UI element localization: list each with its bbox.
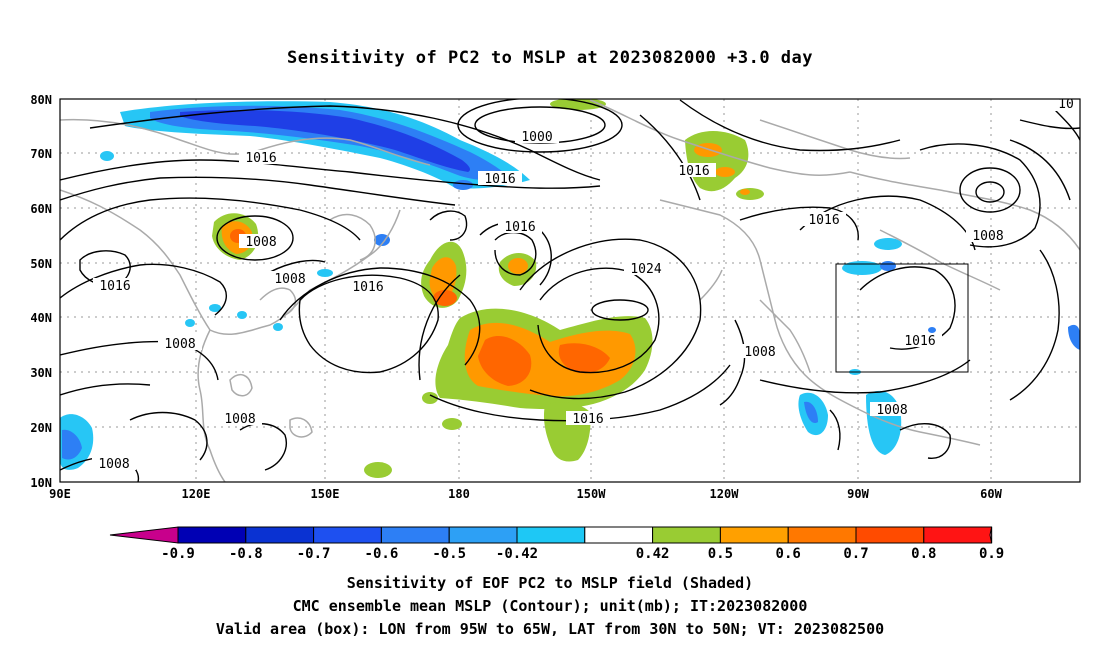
longitude-labels: 90E 120E 150E 180 150W 120W 90W 60W bbox=[49, 487, 1002, 501]
contour-label: 1024 bbox=[630, 262, 661, 277]
colorbar-segment bbox=[584, 526, 654, 544]
contour-label: 1008 bbox=[876, 403, 907, 418]
lon-label: 180 bbox=[448, 487, 470, 501]
contour-label: 1016 bbox=[484, 172, 515, 187]
colorbar-segment bbox=[177, 526, 247, 544]
lon-label: 90W bbox=[847, 487, 869, 501]
colorbar-label: -0.8 bbox=[229, 546, 263, 562]
colorbar-label: 0.5 bbox=[708, 546, 733, 562]
lat-label: 60N bbox=[30, 202, 52, 216]
colorbar-left-triangle bbox=[109, 526, 179, 544]
footer-line-2: CMC ensemble mean MSLP (Contour); unit(m… bbox=[292, 597, 808, 615]
contour-label: 1008 bbox=[224, 412, 255, 427]
colorbar-label: 0.8 bbox=[911, 546, 936, 562]
footer-line-3: Valid area (box): LON from 95W to 65W, L… bbox=[215, 620, 885, 638]
contour-label: 1008 bbox=[98, 457, 129, 472]
colorbar-segment bbox=[652, 526, 721, 544]
contour-label: 1000 bbox=[521, 130, 552, 145]
lat-label: 80N bbox=[30, 93, 52, 107]
colorbar-label: 0.7 bbox=[843, 546, 868, 562]
map-frame bbox=[59, 98, 1081, 483]
contour-label: 1016 bbox=[678, 164, 709, 179]
lon-label: 120E bbox=[182, 487, 211, 501]
gridlines bbox=[60, 99, 1080, 482]
chart-title: Sensitivity of PC2 to MSLP at 2023082000… bbox=[286, 48, 813, 68]
contour-label: 1008 bbox=[164, 337, 195, 352]
contour-label: 1016 bbox=[99, 279, 130, 294]
colorbar-segment bbox=[787, 526, 857, 544]
colorbar-label: -0.5 bbox=[432, 546, 466, 562]
contour-label: 1008 bbox=[274, 272, 305, 287]
valid-area-box bbox=[835, 263, 969, 373]
colorbar-label: -0.7 bbox=[297, 546, 331, 562]
colorbar-label: 0.42 bbox=[636, 546, 670, 562]
lat-label: 30N bbox=[30, 366, 52, 380]
colorbar-segment bbox=[448, 526, 518, 544]
lon-label: 150W bbox=[577, 487, 607, 501]
colorbar-label: -0.9 bbox=[161, 546, 195, 562]
colorbar-segment bbox=[380, 526, 450, 544]
colorbar-segment bbox=[245, 526, 315, 544]
lat-label: 50N bbox=[30, 257, 52, 271]
lat-label: 10N bbox=[30, 476, 52, 490]
contour-label: 1008 bbox=[245, 235, 276, 250]
colorbar-segment bbox=[719, 526, 789, 544]
footer-line-1: Sensitivity of EOF PC2 to MSLP field (Sh… bbox=[346, 574, 754, 592]
lon-label: 150E bbox=[311, 487, 340, 501]
colorbar-label: -0.6 bbox=[365, 546, 399, 562]
lon-label: 120W bbox=[710, 487, 740, 501]
colorbar-label: 0.6 bbox=[776, 546, 801, 562]
coastlines bbox=[60, 99, 1080, 482]
contour-label: 1008 bbox=[744, 345, 775, 360]
contour-label: 1016 bbox=[572, 412, 603, 427]
contour-label: 1016 bbox=[245, 151, 276, 166]
contour-label: 1016 bbox=[352, 280, 383, 295]
colorbar-label: 0.9 bbox=[979, 546, 1004, 562]
contour-label: 1016 bbox=[904, 334, 935, 349]
contour-label: 1016 bbox=[808, 213, 839, 228]
lat-label: 20N bbox=[30, 421, 52, 435]
colorbar: -0.9 -0.8 -0.7 -0.6 -0.5 -0.42 0.42 0.5 0.6 0.7 0.… bbox=[109, 526, 1004, 562]
lat-label: 40N bbox=[30, 311, 52, 325]
colorbar-segment bbox=[855, 526, 925, 544]
lon-label: 90E bbox=[49, 487, 71, 501]
contour-labels: 1000 1016 1016 1016 1016 1016 1016 1016 … bbox=[92, 97, 1080, 472]
colorbar-right-triangle bbox=[989, 526, 993, 544]
contour-label: 1008 bbox=[972, 229, 1003, 244]
lat-label: 70N bbox=[30, 147, 52, 161]
colorbar-label: -0.42 bbox=[496, 546, 538, 562]
colorbar-segment bbox=[516, 526, 586, 544]
colorbar-segment bbox=[923, 526, 993, 544]
contour-label: 10 bbox=[1058, 97, 1074, 112]
contour-label: 1016 bbox=[504, 220, 535, 235]
mslp-contours bbox=[60, 99, 1080, 482]
colorbar-segment bbox=[313, 526, 382, 544]
latitude-labels: 80N 70N 60N 50N 40N 30N 20N 10N bbox=[30, 93, 52, 490]
lon-label: 60W bbox=[980, 487, 1002, 501]
